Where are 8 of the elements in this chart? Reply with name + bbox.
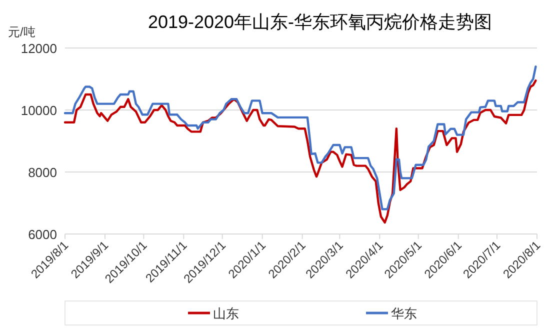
y-tick-label: 12000 — [20, 41, 57, 56]
y-axis-title: 元/吨 — [8, 25, 36, 39]
legend-label: 山东 — [213, 306, 239, 321]
legend-label: 华东 — [391, 306, 417, 321]
y-tick-label: 8000 — [28, 165, 57, 180]
y-tick-label: 6000 — [28, 227, 57, 242]
chart-title: 2019-2020年山东-华东环氧丙烷价格走势图 — [148, 12, 492, 32]
y-tick-label: 10000 — [20, 103, 57, 118]
